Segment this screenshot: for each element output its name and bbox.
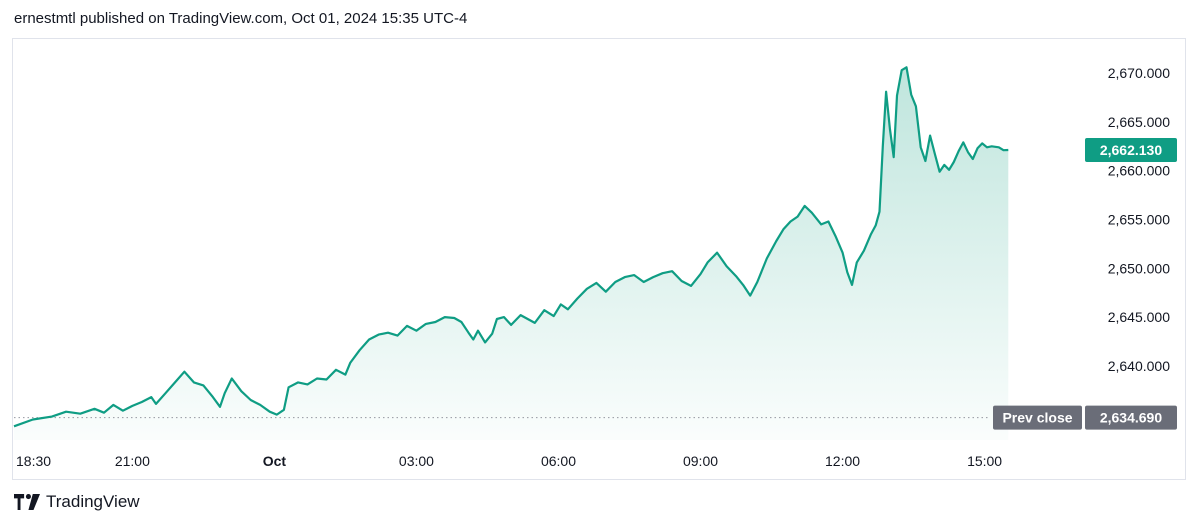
price-tick-label: 2,640.000 <box>1108 358 1170 374</box>
price-tick-label: 2,665.000 <box>1108 114 1170 130</box>
price-tick-label: 2,670.000 <box>1108 65 1170 81</box>
published-header: ernestmtl published on TradingView.com, … <box>14 10 468 27</box>
price-tick-label: 2,655.000 <box>1108 212 1170 228</box>
tradingview-logo-icon <box>14 494 40 510</box>
price-tick-label: 2,650.000 <box>1108 260 1170 276</box>
prev-close-tag <box>993 405 1082 430</box>
tradingview-brand-label: TradingView <box>46 492 140 511</box>
time-tick-label: Oct <box>263 453 287 469</box>
time-tick-label: 15:00 <box>967 453 1002 469</box>
price-line <box>13 66 1009 428</box>
time-tick-label: 06:00 <box>541 453 576 469</box>
prev-close-value-label: 2,634.690 <box>1100 410 1162 426</box>
time-tick-label: 21:00 <box>115 453 150 469</box>
last-price-label: 2,662.130 <box>1100 142 1162 158</box>
tradingview-brand[interactable]: TradingView <box>14 492 140 512</box>
time-tick-label: 18:30 <box>16 453 51 469</box>
chart-frame <box>12 38 1186 480</box>
last-price-badge <box>1085 137 1177 162</box>
time-tick-label: 03:00 <box>399 453 434 469</box>
price-area-fill <box>14 67 1009 441</box>
time-tick-label: 09:00 <box>683 453 718 469</box>
price-tick-label: 2,645.000 <box>1108 309 1170 325</box>
price-tick-label: 2,660.000 <box>1108 163 1170 179</box>
prev-close-value-badge <box>1085 405 1177 430</box>
time-tick-label: 12:00 <box>825 453 860 469</box>
prev-close-tag-label: Prev close <box>1002 410 1072 426</box>
